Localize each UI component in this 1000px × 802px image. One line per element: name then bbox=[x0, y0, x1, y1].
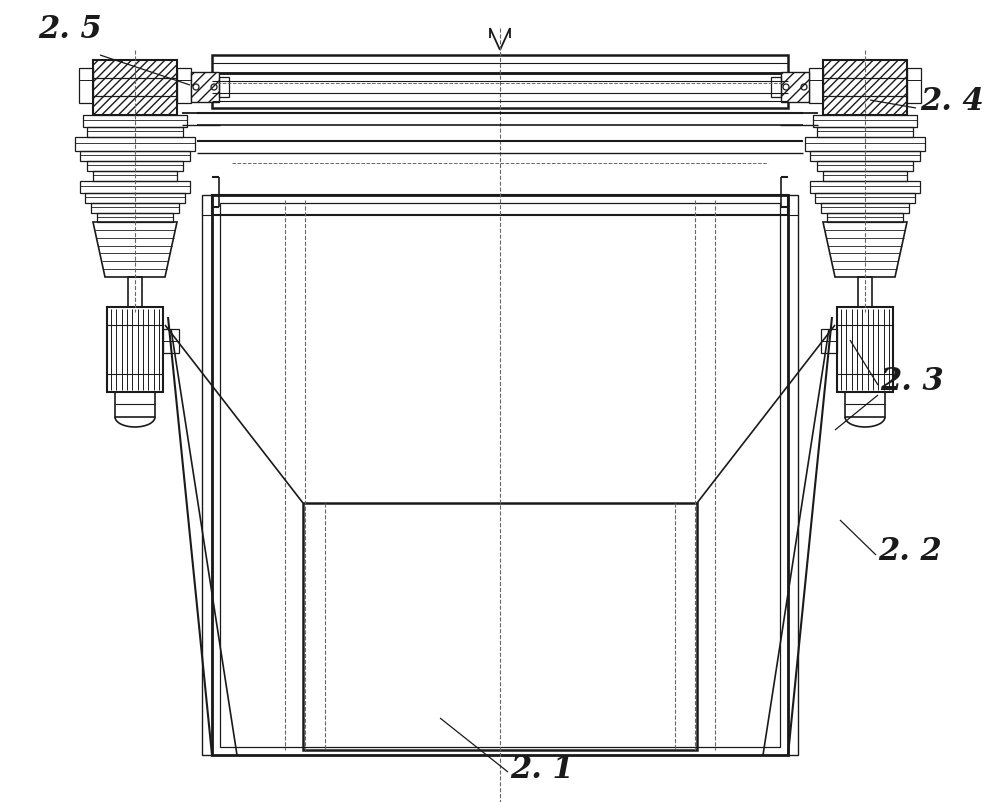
Bar bbox=[115, 392, 155, 417]
Bar bbox=[817, 161, 913, 171]
Bar bbox=[827, 213, 903, 222]
Bar bbox=[202, 195, 212, 755]
Bar bbox=[212, 195, 788, 215]
Bar bbox=[821, 203, 909, 213]
Bar bbox=[907, 68, 921, 103]
Bar bbox=[212, 55, 788, 73]
Bar bbox=[788, 195, 798, 755]
Bar bbox=[80, 151, 190, 161]
Bar bbox=[93, 60, 177, 115]
Bar bbox=[191, 72, 219, 102]
Bar bbox=[177, 68, 191, 103]
Bar bbox=[79, 68, 93, 103]
Bar bbox=[817, 127, 913, 137]
Bar bbox=[771, 77, 781, 97]
Text: 2. 2: 2. 2 bbox=[878, 536, 942, 567]
Text: 2. 3: 2. 3 bbox=[880, 366, 944, 397]
Bar bbox=[107, 307, 163, 392]
Bar bbox=[809, 68, 823, 103]
Bar bbox=[813, 115, 917, 127]
Bar bbox=[220, 203, 780, 747]
Bar bbox=[815, 193, 915, 203]
Bar bbox=[85, 193, 185, 203]
Bar bbox=[858, 277, 872, 307]
Text: 2. 5: 2. 5 bbox=[38, 14, 102, 45]
Bar bbox=[212, 73, 788, 108]
Bar bbox=[97, 213, 173, 222]
Text: 2. 1: 2. 1 bbox=[510, 754, 574, 785]
Bar bbox=[823, 60, 907, 115]
Bar bbox=[810, 151, 920, 161]
Bar bbox=[163, 329, 179, 353]
Bar bbox=[219, 77, 229, 97]
Bar bbox=[91, 203, 179, 213]
Bar bbox=[837, 307, 893, 392]
Bar bbox=[212, 195, 788, 755]
Bar bbox=[823, 171, 907, 181]
Text: 2. 4: 2. 4 bbox=[920, 86, 984, 117]
Bar bbox=[87, 161, 183, 171]
Bar bbox=[810, 181, 920, 193]
Bar bbox=[83, 115, 187, 127]
Bar bbox=[303, 503, 697, 750]
Bar bbox=[80, 181, 190, 193]
Bar bbox=[93, 171, 177, 181]
Bar bbox=[821, 329, 837, 353]
Bar bbox=[128, 277, 142, 307]
Bar bbox=[75, 137, 195, 151]
Bar bbox=[781, 72, 809, 102]
Bar bbox=[87, 127, 183, 137]
Bar bbox=[805, 137, 925, 151]
Bar bbox=[845, 392, 885, 417]
